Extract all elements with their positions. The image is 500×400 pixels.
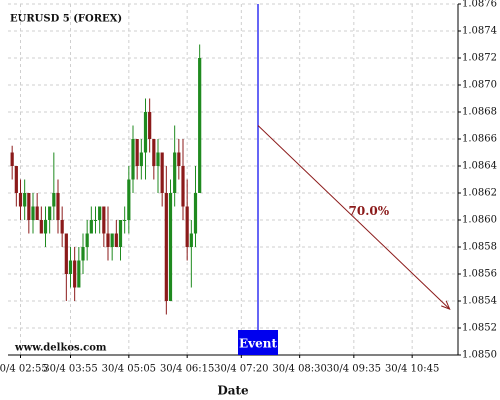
candle-body [156,152,160,166]
candle-body [52,193,56,207]
candle-body [193,193,198,234]
y-tick-label: 1.0852 [462,323,497,334]
candle-body [60,220,64,234]
candle-body [177,152,181,166]
y-tick-label: 1.0854 [462,296,497,307]
candle-body [14,166,18,193]
candle-body [89,220,93,234]
prediction-arrow [257,125,451,310]
prediction-label: 70.0% [349,204,390,218]
candle-body [189,233,193,247]
candle-body [10,152,14,166]
candle-body [48,206,52,220]
y-tick-label: 1.0868 [462,107,497,118]
event-label: Event [239,337,277,351]
candle-body [143,112,148,153]
candle-body [198,58,202,193]
candle-body [56,193,60,220]
candle-body [131,139,135,180]
candle-body [64,233,68,274]
x-axis-label: Date [217,384,249,398]
x-tick-label: 30/4 06:15 [160,364,214,375]
candle-body [160,152,164,193]
y-tick-label: 1.0866 [462,134,497,145]
candle-body [23,193,27,207]
y-tick-label: 1.0858 [462,242,497,253]
candle-body [185,206,189,247]
candle-body [43,220,48,234]
candle-body [152,139,156,166]
candle-body [93,220,98,221]
x-tick-label: 30/4 02:55 [0,364,48,375]
candle-body [68,260,73,274]
y-tick-label: 1.0850 [462,350,497,361]
y-tick-label: 1.0862 [462,188,497,199]
candle-body [106,233,110,247]
candle-body [148,112,152,139]
x-tick-label: 30/4 05:05 [102,364,156,375]
candle-body [85,233,89,247]
y-tick-label: 1.0856 [462,269,497,280]
candle-body [27,193,31,220]
candle-body [81,247,85,261]
candle-body [118,220,123,247]
candle-body [35,206,39,220]
x-tick-label: 30/4 07:20 [214,364,268,375]
candle-body [98,206,102,220]
candle-body [31,206,35,220]
candle-body [73,260,77,288]
candle-body [114,233,118,247]
y-tick-label: 1.0876 [462,0,497,10]
candle-body [164,193,168,301]
candle-body [77,260,81,288]
chart-title: EURUSD 5 (FOREX) [10,14,122,25]
candle-body [123,220,127,221]
y-tick-label: 1.0864 [462,161,497,172]
watermark: www.delkos.com [14,343,107,354]
arrow-head [441,300,451,310]
event-box [238,330,278,355]
y-tick-label: 1.0874 [462,26,497,37]
candle-body [127,179,131,220]
x-tick-label: 30/4 10:45 [385,364,439,375]
x-tick-label: 30/4 08:30 [272,364,326,375]
candle-body [110,233,114,247]
candle-body [135,139,139,166]
candle-body [173,152,177,193]
y-tick-label: 1.0870 [462,80,497,91]
x-tick-label: 30/4 03:55 [43,364,97,375]
candle-body [18,193,23,207]
x-tick-label: 30/4 09:35 [327,364,381,375]
candle-body [139,152,143,166]
candle-body [181,166,185,207]
y-tick-label: 1.0860 [462,215,497,226]
candle-body [168,193,173,301]
candle-body [102,206,106,234]
y-tick-label: 1.0872 [462,53,497,64]
candle-body [39,220,43,234]
